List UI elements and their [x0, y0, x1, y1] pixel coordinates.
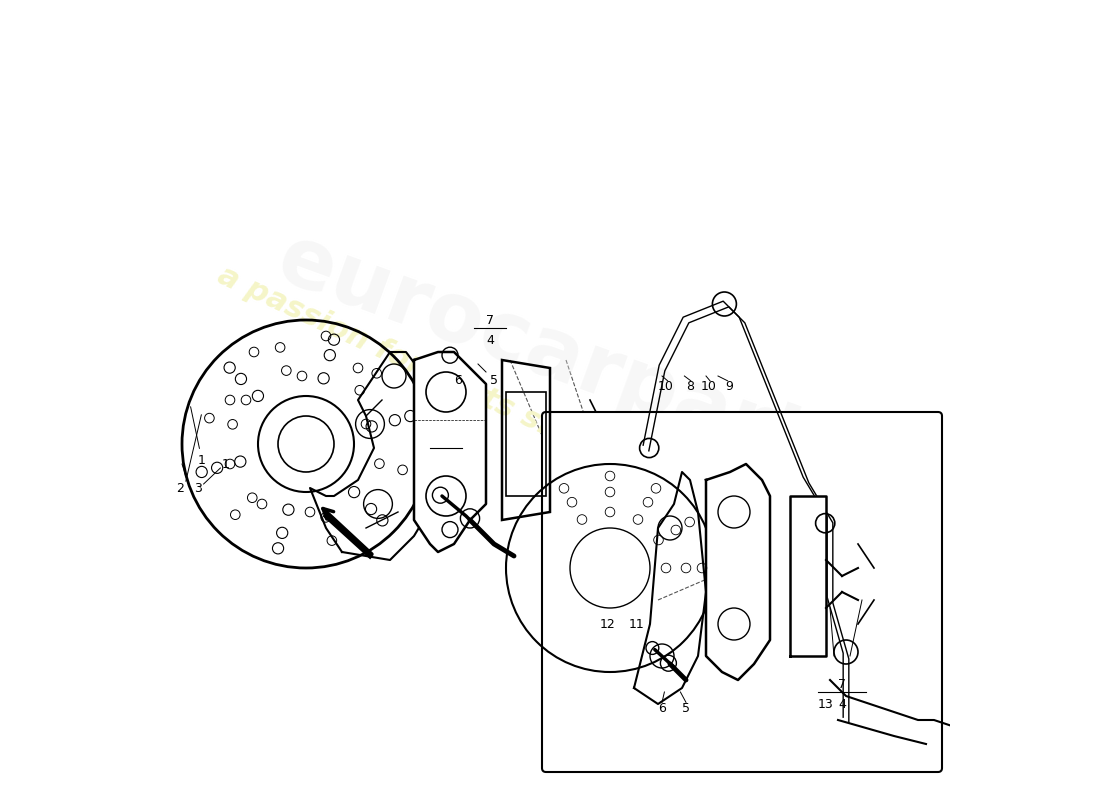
FancyBboxPatch shape [542, 412, 942, 772]
Text: 5: 5 [682, 702, 690, 714]
Text: a passion for parts since 1985: a passion for parts since 1985 [212, 261, 695, 507]
Text: 3: 3 [194, 482, 202, 494]
Text: 7: 7 [838, 678, 846, 690]
Text: 9: 9 [725, 380, 733, 393]
Text: 6: 6 [658, 702, 666, 714]
Text: 7: 7 [486, 314, 494, 326]
Text: 1: 1 [222, 458, 230, 470]
Polygon shape [414, 352, 486, 552]
Text: 12: 12 [600, 618, 616, 630]
Text: 8: 8 [686, 380, 694, 393]
Text: 13: 13 [818, 698, 834, 710]
Polygon shape [706, 464, 770, 680]
Text: 4: 4 [486, 334, 494, 346]
Text: 6: 6 [454, 374, 462, 386]
Text: 4: 4 [838, 698, 846, 710]
Polygon shape [790, 496, 826, 656]
Text: 2: 2 [176, 482, 185, 494]
Text: 1: 1 [190, 406, 206, 467]
Text: 10: 10 [658, 380, 674, 393]
Text: 5: 5 [490, 374, 498, 386]
Text: 10: 10 [701, 380, 716, 393]
Text: eurocarparts: eurocarparts [266, 218, 866, 502]
Text: 11: 11 [628, 618, 645, 630]
